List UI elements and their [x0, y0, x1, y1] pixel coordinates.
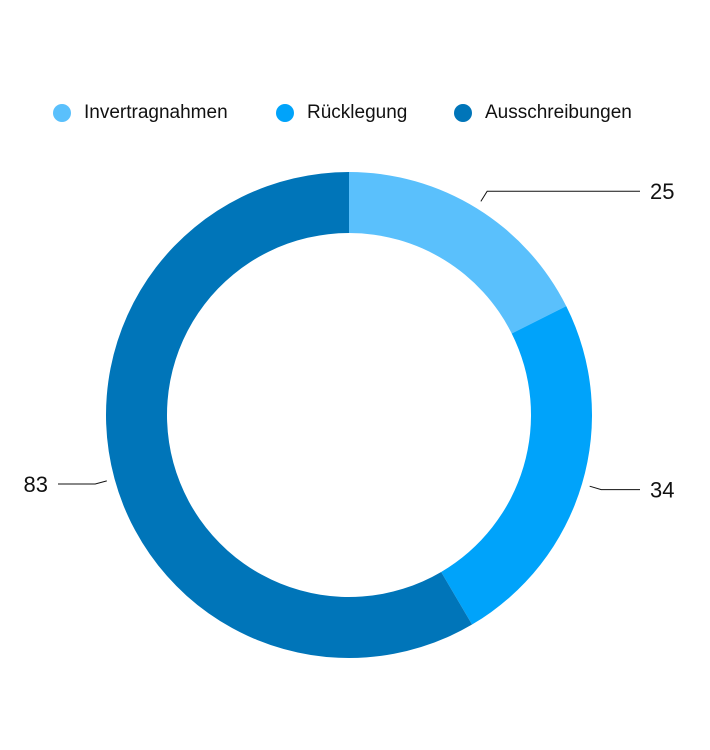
legend-marker [276, 104, 294, 122]
donut-slice [441, 306, 592, 625]
leader-line [58, 480, 107, 485]
legend-text: Invertragnahmen [84, 102, 228, 123]
donut-slice [105, 172, 473, 658]
value-label: 25 [650, 179, 674, 204]
legend-marker [454, 104, 472, 122]
value-label: 83 [24, 472, 48, 497]
donut-slice [349, 172, 567, 334]
leader-line [589, 485, 640, 491]
legend-text: Rücklegung [307, 102, 407, 123]
leader-line [480, 190, 640, 202]
value-label: 34 [650, 477, 674, 502]
legend-marker [53, 104, 71, 122]
legend-text: Ausschreibungen [485, 102, 632, 123]
